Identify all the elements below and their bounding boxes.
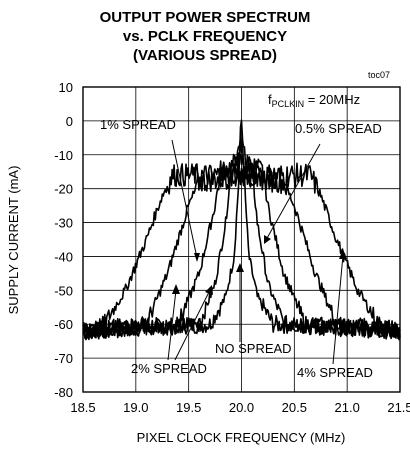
annotations: 1% SPREAD 0.5% SPREAD NO SPREAD 2% SPREA… [100,117,382,380]
y-tick-label: -20 [54,182,73,197]
x-tick-label: 20.0 [229,400,254,415]
annotation-2pct: 2% SPREAD [131,361,207,376]
y-tick-label: -40 [54,249,73,264]
annotation-4pct-arrowhead [339,249,347,259]
y-tick-label: -60 [54,317,73,332]
annotation-2pct-pointer-b [174,289,211,361]
x-tick-label: 20.5 [282,400,307,415]
x-axis-title: PIXEL CLOCK FREQUENCY (MHz) [137,430,346,445]
chart-title-line-3: (VARIOUS SPREAD) [133,47,277,64]
series-line-1-spread [82,152,401,341]
annotation-no-spread-arrowhead [236,263,244,272]
y-tick-label: 0 [66,114,73,129]
series-line-4-spread [82,162,401,338]
condition-subscript: PCLKIN [272,99,305,109]
x-tick-label: 21.0 [335,400,360,415]
chart-title-line-1: OUTPUT POWER SPECTRUM [99,9,311,26]
annotation-2pct-arrowhead-a [172,284,180,294]
y-tick-label: -80 [54,385,73,400]
y-tick-label: -50 [54,283,73,298]
y-tick-label: -30 [54,216,73,231]
condition-label: fPCLKIN = 20MHz [268,92,360,109]
annotation-1pct: 1% SPREAD [100,117,176,132]
x-tick-label: 19.5 [176,400,201,415]
x-tick-label: 19.0 [123,400,148,415]
condition-prefix: f [268,92,272,107]
annotation-4pct-pointer [332,254,344,365]
x-tick-label: 18.5 [70,400,95,415]
annotation-2pct-arrowhead-b [205,285,213,295]
annotation-no-spread: NO SPREAD [215,341,292,356]
annotation-05pct-arrowhead [264,235,271,244]
annotation-05pct: 0.5% SPREAD [295,121,382,136]
x-tick-label: 21.5 [387,400,410,415]
y-tick-label: 10 [59,80,73,95]
annotation-2pct-pointer-a [167,289,177,361]
annotation-1pct-arrowhead [194,253,200,262]
tick-labels: 18.5 19.0 19.5 20.0 20.5 21.0 21.5 10 0 -10 -20 -30… [54,80,410,415]
series-group [82,119,401,341]
y-tick-label: -70 [54,351,73,366]
plot-frame [82,86,401,393]
annotation-05pct-pointer [265,143,321,241]
annotation-4pct: 4% SPREAD [297,365,373,380]
y-tick-label: -10 [54,148,73,163]
series-line-2-spread [82,164,401,340]
figure-tag: toc07 [368,70,390,80]
grid [83,87,400,392]
chart-title-line-2: vs. PCLK FREQUENCY [122,28,288,45]
y-axis-title: SUPPLY CURRENT (mA) [6,166,21,315]
condition-suffix: = 20MHz [304,92,360,107]
annotation-1pct-pointer [171,139,198,259]
